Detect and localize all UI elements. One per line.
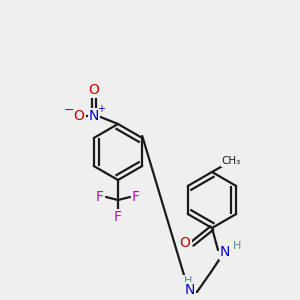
Text: O: O <box>180 236 190 250</box>
Text: N: N <box>220 245 230 259</box>
Text: N: N <box>185 283 195 297</box>
Text: F: F <box>96 190 104 204</box>
Text: −: − <box>64 103 74 116</box>
Text: H: H <box>233 241 241 251</box>
Text: F: F <box>132 190 140 204</box>
Text: O: O <box>88 83 99 97</box>
Text: CH₃: CH₃ <box>221 156 241 166</box>
Text: O: O <box>74 109 84 123</box>
Text: H: H <box>184 276 192 286</box>
Text: N: N <box>89 109 99 123</box>
Text: F: F <box>114 210 122 224</box>
Text: +: + <box>97 104 105 114</box>
